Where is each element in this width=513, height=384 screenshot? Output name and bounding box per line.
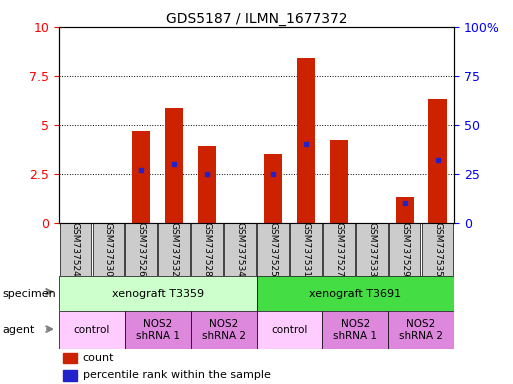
Bar <box>159 223 190 276</box>
Text: GSM737529: GSM737529 <box>400 222 409 277</box>
Bar <box>132 131 150 223</box>
Text: GSM737528: GSM737528 <box>203 222 212 277</box>
Text: specimen: specimen <box>3 289 56 299</box>
Bar <box>322 311 388 349</box>
Bar <box>191 311 256 349</box>
Text: NOS2
shRNA 2: NOS2 shRNA 2 <box>399 319 443 341</box>
Bar <box>191 223 223 276</box>
Bar <box>63 353 77 363</box>
Bar <box>63 370 77 381</box>
Bar <box>264 154 282 223</box>
Text: GSM737532: GSM737532 <box>170 222 179 277</box>
Bar <box>125 311 191 349</box>
Bar <box>297 58 315 223</box>
Bar <box>257 223 289 276</box>
Bar <box>256 311 322 349</box>
Text: agent: agent <box>3 325 35 335</box>
Text: xenograft T3359: xenograft T3359 <box>112 289 204 299</box>
Bar <box>165 108 183 223</box>
Text: GSM737531: GSM737531 <box>301 222 310 277</box>
Bar <box>422 223 453 276</box>
Bar <box>256 276 454 311</box>
Bar <box>59 311 125 349</box>
Bar <box>126 223 157 276</box>
Title: GDS5187 / ILMN_1677372: GDS5187 / ILMN_1677372 <box>166 12 347 26</box>
Bar <box>388 311 454 349</box>
Text: GSM737535: GSM737535 <box>433 222 442 277</box>
Text: control: control <box>74 325 110 335</box>
Bar <box>59 276 256 311</box>
Bar <box>60 223 91 276</box>
Bar <box>323 223 354 276</box>
Text: GSM737534: GSM737534 <box>235 222 245 277</box>
Text: NOS2
shRNA 1: NOS2 shRNA 1 <box>333 319 377 341</box>
Text: count: count <box>83 353 114 363</box>
Text: GSM737524: GSM737524 <box>71 222 80 277</box>
Text: GSM737533: GSM737533 <box>367 222 376 277</box>
Text: GSM737530: GSM737530 <box>104 222 113 277</box>
Text: GSM737525: GSM737525 <box>268 222 278 277</box>
Bar <box>389 223 421 276</box>
Bar <box>224 223 256 276</box>
Text: control: control <box>271 325 308 335</box>
Text: GSM737526: GSM737526 <box>137 222 146 277</box>
Text: xenograft T3691: xenograft T3691 <box>309 289 401 299</box>
Text: NOS2
shRNA 1: NOS2 shRNA 1 <box>136 319 180 341</box>
Text: GSM737527: GSM737527 <box>334 222 343 277</box>
Bar <box>198 146 216 223</box>
Bar <box>356 223 387 276</box>
Text: percentile rank within the sample: percentile rank within the sample <box>83 370 270 381</box>
Bar <box>92 223 124 276</box>
Bar <box>428 99 447 223</box>
Bar <box>330 141 348 223</box>
Bar <box>396 197 413 223</box>
Bar <box>290 223 322 276</box>
Text: NOS2
shRNA 2: NOS2 shRNA 2 <box>202 319 246 341</box>
